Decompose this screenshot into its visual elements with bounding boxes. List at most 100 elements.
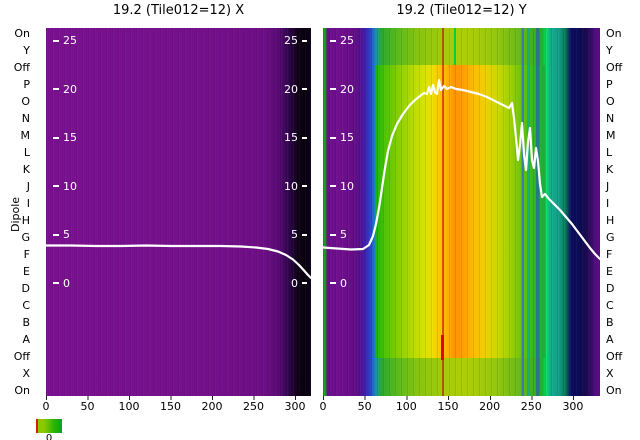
value-ticks-left: 25 20 15 10 5 0: [53, 35, 77, 289]
dipole-label: On: [606, 384, 622, 397]
left-panel-title: 19.2 (Tile012=12) X: [112, 3, 245, 18]
value-tick-label: 10: [330, 181, 354, 192]
value-tick-label: 20: [284, 84, 307, 95]
dipole-label: C: [606, 299, 614, 312]
value-tick-label: 15: [330, 132, 354, 143]
dipole-label: H: [606, 214, 615, 227]
value-tick-label: 15: [53, 132, 77, 143]
dipole-label: G: [21, 231, 30, 244]
value-tick-label: 0: [291, 278, 307, 289]
dipole-label: L: [23, 146, 30, 159]
x-axis-labels-right: 0 50 100 150 200 250 300: [308, 401, 588, 412]
dipole-label: D: [21, 282, 30, 295]
x-tick-label: 200: [201, 400, 223, 413]
dipole-label: X: [22, 367, 30, 380]
x-tick-label: 200: [479, 400, 501, 413]
dipole-label: On: [14, 27, 30, 40]
x-tick-label: 50: [357, 400, 372, 413]
x-tick-label: 300: [562, 400, 584, 413]
dipole-label: J: [26, 180, 30, 193]
dipole-label: C: [22, 299, 30, 312]
dipole-label: I: [26, 197, 30, 210]
dipole-label: On: [606, 27, 622, 40]
center-frequency-marker: [441, 335, 444, 360]
dipole-label: Off: [606, 61, 623, 74]
dipole-label: F: [606, 248, 613, 261]
rfi-stripe: [454, 28, 456, 65]
dipole-labels-right: On Y Off P O N M L K J I H G F E D C B A Off X On: [606, 28, 636, 396]
value-tick-label: 0: [53, 278, 70, 289]
value-ticks-left: 25 20 15 10 5 0: [330, 35, 354, 289]
value-tick-label: 20: [330, 84, 354, 95]
colorbar-fragment: [36, 419, 62, 433]
dipole-label: J: [606, 180, 610, 193]
dipole-label: O: [606, 95, 615, 108]
dipole-label: A: [606, 333, 614, 346]
power-curve-x: [46, 244, 311, 280]
x-tick-label: 0: [319, 400, 327, 413]
colorbar-tick-label: 0: [45, 433, 53, 440]
power-curve-y: [323, 78, 600, 261]
heatmap-texture: [46, 28, 311, 396]
dipole-label: K: [606, 163, 614, 176]
overlay-curve-x: [46, 244, 311, 280]
x-tick-label: 150: [437, 400, 459, 413]
dipole-label: B: [22, 316, 30, 329]
x-axis-tickmarks-left: [46, 396, 296, 400]
dipole-label: X: [606, 367, 614, 380]
dipole-label: On: [14, 384, 30, 397]
dipole-label: N: [21, 112, 30, 125]
value-tick-label: 20: [53, 84, 77, 95]
dipole-label: Y: [23, 44, 30, 57]
dipole-labels-left: On Y Off P O N M L K J I H G F E D C B A Off X On: [6, 28, 30, 396]
x-tick-label: 50: [80, 400, 95, 413]
dipole-label: E: [606, 265, 613, 278]
dipole-label: H: [21, 214, 30, 227]
heatmap-panel-x: 25 20 15 10 5 0 25 20 15 10 5 0: [46, 28, 311, 396]
x-tick-label: 250: [243, 400, 264, 413]
value-tick-label: 25: [53, 35, 77, 46]
dipole-label: M: [20, 129, 31, 142]
dipole-label: G: [606, 231, 615, 244]
dipole-label: A: [22, 333, 30, 346]
value-tick-label: 5: [291, 229, 307, 240]
dipole-label: Off: [13, 350, 30, 363]
value-tick-label: 5: [330, 229, 347, 240]
x-tick-label: 0: [42, 400, 50, 413]
x-tick-label: 300: [284, 400, 306, 413]
dipole-label: B: [606, 316, 614, 329]
x-axis-tickmarks-right: [323, 396, 575, 400]
center-frequency-line: [442, 28, 444, 396]
dipole-label: N: [606, 112, 615, 125]
x-tick-label: 100: [395, 400, 417, 413]
dipole-label: Off: [13, 61, 30, 74]
x-tick-label: 150: [160, 400, 181, 413]
dipole-label: I: [606, 197, 610, 210]
dipole-label: K: [22, 163, 30, 176]
dipole-label: E: [23, 265, 30, 278]
dipole-label: F: [23, 248, 30, 261]
value-tick-label: 5: [53, 229, 70, 240]
dipole-label: Y: [606, 44, 613, 57]
value-tick-label: 25: [330, 35, 354, 46]
dipole-label: L: [606, 146, 613, 159]
dipole-label: O: [21, 95, 30, 108]
value-tick-label: 0: [330, 278, 347, 289]
value-tick-label: 10: [284, 181, 307, 192]
rfi-stripe: [522, 28, 524, 396]
rfi-stripe: [536, 28, 539, 396]
rfi-stripe: [528, 28, 530, 396]
dipole-label: P: [23, 78, 30, 91]
heatmap-panel-y: 25 20 15 10 5 0: [323, 28, 600, 396]
x-axis-labels-left: 0 50 100 150 200 250 300: [31, 401, 310, 412]
dipole-label: P: [606, 78, 613, 91]
x-tick-label: 250: [520, 400, 542, 413]
value-tick-label: 25: [284, 35, 307, 46]
value-tick-label: 15: [284, 132, 307, 143]
right-panel-title: 19.2 (Tile012=12) Y: [396, 3, 527, 18]
dipole-label: D: [606, 282, 615, 295]
dipole-label: M: [606, 129, 616, 142]
value-ticks-right: 25 20 15 10 5 0: [284, 35, 307, 289]
dipole-label: Off: [606, 350, 623, 363]
